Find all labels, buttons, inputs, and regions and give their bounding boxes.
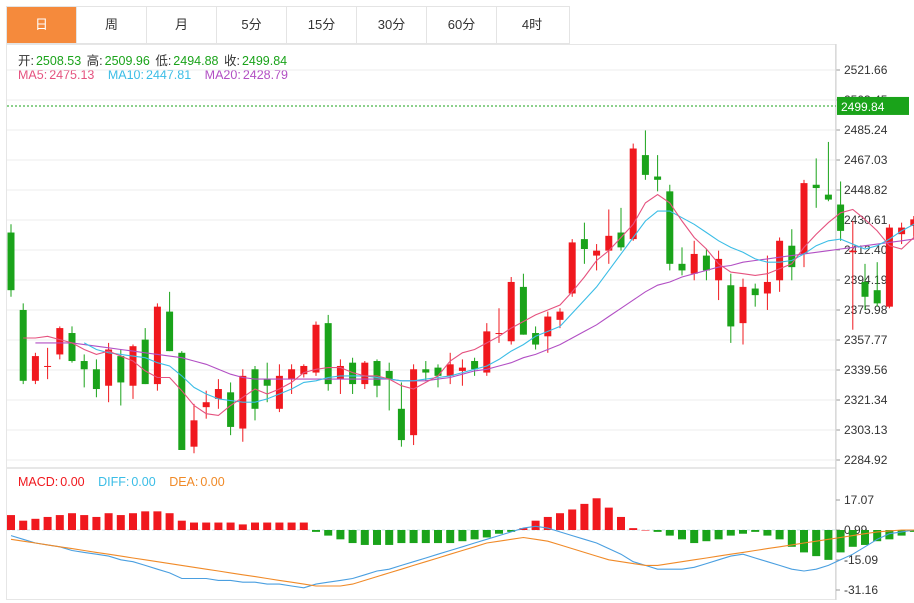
high-value: 2509.96 bbox=[104, 54, 150, 68]
open-label: 开: bbox=[18, 54, 34, 68]
price-tick-label: 2303.13 bbox=[844, 423, 888, 437]
macd-value: 0.00 bbox=[60, 475, 85, 489]
ma5-label: MA5: bbox=[18, 68, 48, 82]
tab-4[interactable]: 15分 bbox=[287, 7, 357, 43]
macd-bar bbox=[861, 530, 869, 545]
macd-readout: MACD: 0.00 DIFF: 0.00 DEA: 0.00 bbox=[18, 475, 227, 489]
price-tick-label: 2430.61 bbox=[844, 213, 888, 227]
price-tick-label: 2503.45 bbox=[844, 93, 888, 107]
price-tick-label: 2321.34 bbox=[844, 393, 888, 407]
tab-0[interactable]: 日 bbox=[7, 7, 77, 43]
price-tick-label: 2394.19 bbox=[844, 273, 888, 287]
diff-value: 0.00 bbox=[131, 475, 156, 489]
last-price-tag bbox=[837, 96, 909, 115]
tab-5[interactable]: 30分 bbox=[357, 7, 427, 43]
ma10-value: 2447.81 bbox=[146, 68, 192, 82]
price-tick-label: 2375.98 bbox=[844, 303, 888, 317]
macd-bar bbox=[897, 530, 906, 536]
close-value: 2499.84 bbox=[241, 54, 288, 68]
candle-body bbox=[849, 250, 857, 253]
macd-tick-label: 17.07 bbox=[844, 493, 874, 507]
candle-body bbox=[837, 204, 845, 231]
price-tick-label: 2284.92 bbox=[844, 453, 888, 467]
tab-3[interactable]: 5分 bbox=[217, 7, 287, 43]
last-price-label: 2499.84 bbox=[841, 100, 885, 114]
chart-frame bbox=[6, 44, 836, 600]
macd-bar bbox=[885, 530, 894, 540]
price-tick-label: 2412.40 bbox=[844, 243, 888, 257]
ma20-label: MA20: bbox=[204, 68, 241, 82]
macd-bar bbox=[848, 530, 857, 547]
ma5-value: 2475.13 bbox=[49, 68, 95, 82]
candle-body bbox=[898, 227, 906, 235]
macd-tick-label: -15.09 bbox=[844, 553, 878, 567]
ma-readout: MA5: 2475.13 MA10: 2447.81 MA20: 2428.79 bbox=[18, 68, 290, 82]
low-value: 2494.88 bbox=[173, 54, 219, 68]
price-tick-label: 2467.03 bbox=[844, 153, 888, 167]
tab-7[interactable]: 4时 bbox=[521, 17, 543, 32]
dea-value: 0.00 bbox=[200, 475, 225, 489]
dea-label: DEA: bbox=[169, 475, 199, 489]
macd-tick-label: -31.16 bbox=[844, 583, 878, 597]
ma10-label: MA10: bbox=[107, 68, 144, 82]
high-label: 高: bbox=[86, 54, 103, 68]
price-tick-label: 2448.82 bbox=[844, 183, 888, 197]
macd-tick-label: 0.99 bbox=[844, 523, 868, 537]
macd-bar bbox=[873, 530, 882, 542]
macd-bar bbox=[836, 530, 845, 553]
low-label: 低: bbox=[155, 54, 172, 68]
macd-label: MACD: bbox=[18, 475, 59, 489]
candle-body bbox=[861, 281, 869, 297]
close-label: 收: bbox=[223, 54, 240, 68]
candle-body bbox=[873, 290, 881, 304]
price-tick-label: 2339.56 bbox=[844, 363, 888, 377]
candle-body bbox=[885, 227, 893, 307]
tab-6[interactable]: 60分 bbox=[427, 7, 497, 43]
period-tabs: 日周月 5分 15分 30分 60分 4时 bbox=[6, 6, 570, 44]
price-tick-label: 2521.66 bbox=[844, 63, 888, 77]
macd-bar bbox=[909, 530, 914, 532]
price-tick-label: 2357.77 bbox=[844, 333, 888, 347]
ma20-value: 2428.79 bbox=[242, 68, 288, 82]
price-tick-label: 2485.24 bbox=[844, 123, 888, 137]
open-value: 2508.53 bbox=[35, 54, 82, 68]
candle-body bbox=[910, 219, 914, 226]
tab-1[interactable]: 周 bbox=[77, 7, 147, 43]
ohlc-readout: 开: 2508.53 高: 2509.96 低: 2494.88 收: 2499.84 bbox=[18, 50, 289, 69]
diff-label: DIFF: bbox=[98, 475, 130, 489]
tab-2[interactable]: 月 bbox=[147, 7, 217, 43]
